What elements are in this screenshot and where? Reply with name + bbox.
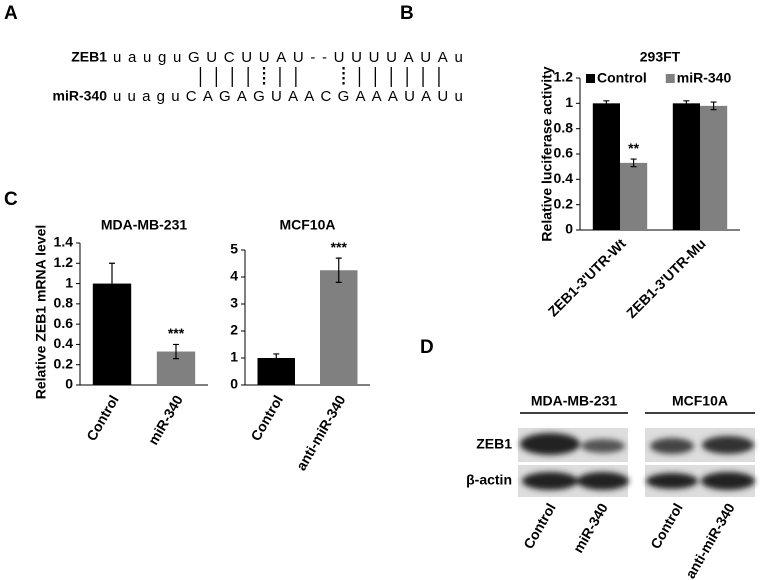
significance: ** (628, 140, 639, 156)
legend-swatch (665, 74, 675, 83)
y-tick-label: 0.6 (554, 145, 574, 161)
y-tick-label: 2 (230, 322, 238, 338)
y-tick-label: 3 (230, 295, 238, 311)
bar (620, 162, 648, 230)
row-label: β-actin (466, 472, 512, 488)
y-tick-label: 1.4 (54, 234, 74, 250)
y-tick-label: 0 (230, 376, 238, 392)
significance: *** (168, 325, 185, 341)
group-label: MDA-MB-231 (531, 393, 618, 409)
sequence-name: ZEB1 (71, 49, 107, 65)
panel-label: D (420, 337, 434, 358)
sequence: uauguGUCUUAU--UUUUAUAu (113, 49, 463, 66)
legend-label: Control (597, 70, 647, 86)
y-tick-label: 1 (565, 94, 573, 110)
lane-label: miR-340 (570, 500, 611, 555)
legend-label: miR-340 (677, 70, 732, 86)
error-bar (630, 158, 637, 168)
bar (592, 103, 620, 230)
row-label: ZEB1 (476, 436, 512, 452)
sequence: uuaguCAGAGUAACGAAAUAUu (113, 88, 463, 105)
panel-label: A (4, 3, 18, 24)
y-tick-label: 0.8 (54, 295, 74, 311)
bar (320, 270, 358, 385)
y-tick-label: 5 (230, 241, 238, 257)
error-bar (710, 101, 717, 111)
y-axis-label: Relative ZEB1 mRNA level (33, 225, 49, 400)
x-tick-label: ZEB1-3'UTR-Wt (545, 235, 629, 319)
chart-title: MCF10A (279, 217, 335, 233)
error-bar (335, 257, 342, 283)
error-bar (603, 100, 610, 107)
y-tick-label: 0.2 (554, 195, 574, 211)
y-tick-label: 0.4 (554, 170, 574, 186)
lane-label: Control (520, 500, 559, 551)
y-tick-label: 0 (65, 376, 73, 392)
y-tick-label: 1 (65, 274, 73, 290)
chart-title: 293FT (640, 49, 681, 65)
legend-swatch (586, 74, 595, 83)
error-bar (109, 262, 115, 305)
y-tick-label: 1 (230, 349, 238, 365)
group-label: MCF10A (672, 393, 728, 409)
x-tick-label: miR-340 (145, 392, 186, 447)
x-tick-label: ZEB1-3'UTR-Mu (623, 235, 709, 321)
bar (700, 105, 728, 230)
bar (672, 103, 700, 230)
panel-label: C (4, 189, 18, 210)
error-bar (273, 353, 280, 363)
x-tick-label: Control (83, 392, 122, 443)
error-bar (173, 343, 179, 360)
y-tick-label: 0.2 (54, 355, 74, 371)
y-tick-label: 0.6 (54, 315, 74, 331)
x-tick-label: anti-miR-340 (293, 392, 349, 473)
y-tick-label: 4 (230, 268, 238, 284)
sequence-name: miR-340 (53, 88, 108, 104)
y-tick-label: 0.4 (54, 335, 74, 351)
lane-label: Control (647, 500, 686, 551)
lane-label: anti-miR-340 (682, 500, 738, 580)
error-bar (683, 100, 690, 107)
panel-label: B (400, 3, 414, 24)
blot (518, 428, 755, 497)
x-tick-label: Control (247, 392, 286, 443)
y-tick-label: 1.2 (54, 254, 74, 270)
y-axis-label: Relative luciferase activity (539, 66, 555, 241)
y-tick-label: 1.2 (554, 69, 574, 85)
chart-title: MDA-MB-231 (101, 217, 188, 233)
significance: *** (331, 239, 348, 255)
y-tick-label: 0.8 (554, 119, 574, 135)
y-tick-label: 0 (565, 221, 573, 237)
